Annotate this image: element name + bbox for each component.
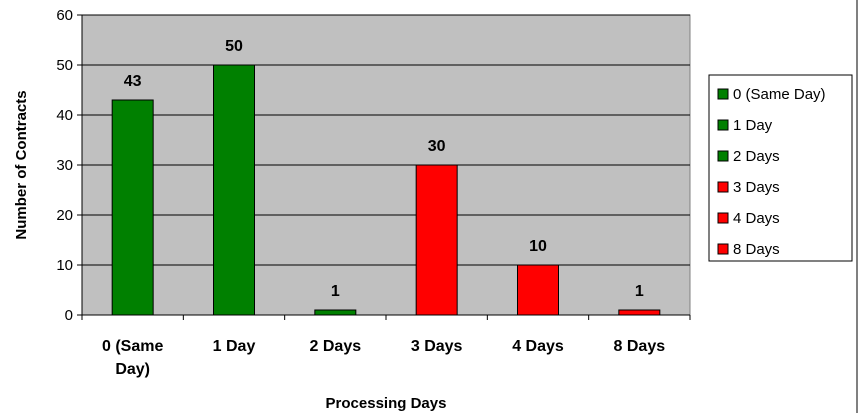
legend-label: 3 Days bbox=[733, 179, 780, 196]
y-tick-label: 30 bbox=[56, 157, 73, 174]
legend-swatch bbox=[717, 88, 729, 100]
y-tick-label: 60 bbox=[56, 7, 73, 24]
x-tick-label: 2 Days bbox=[310, 338, 362, 355]
y-tick-label: 10 bbox=[56, 257, 73, 274]
bar-3 bbox=[415, 164, 458, 316]
legend-swatch bbox=[717, 181, 729, 193]
y-tick-label: 20 bbox=[56, 207, 73, 224]
y-tick-label: 40 bbox=[56, 107, 73, 124]
data-label: 10 bbox=[529, 238, 547, 255]
legend-label: 8 Days bbox=[733, 241, 780, 258]
legend-swatch bbox=[717, 243, 729, 255]
data-label: 43 bbox=[124, 73, 142, 90]
data-label: 50 bbox=[225, 38, 243, 55]
legend-swatch bbox=[717, 150, 729, 162]
legend-label: 4 Days bbox=[733, 210, 780, 227]
bars bbox=[111, 64, 661, 316]
x-axis: 0 (Same Day) 1 Day 2 Days 3 Days 4 Days 8 Days bbox=[81, 315, 691, 378]
legend-label: 0 (Same Day) bbox=[733, 86, 826, 103]
bar-0 bbox=[111, 99, 154, 316]
data-labels: 43 50 1 30 10 1 bbox=[124, 38, 644, 300]
x-tick-label: 0 (Same bbox=[102, 338, 163, 355]
y-tick-label: 50 bbox=[56, 57, 73, 74]
y-axis: 0 10 20 30 40 50 60 bbox=[56, 7, 82, 324]
y-axis-title: Number of Contracts bbox=[13, 90, 30, 239]
x-tick-label: 4 Days bbox=[512, 338, 564, 355]
bar-5 bbox=[618, 309, 661, 316]
legend-label: 1 Day bbox=[733, 117, 773, 134]
bar-4 bbox=[517, 264, 559, 316]
x-axis-title: Processing Days bbox=[326, 395, 447, 412]
data-label: 1 bbox=[331, 283, 340, 300]
grid-lines bbox=[82, 14, 690, 266]
bar-2 bbox=[314, 309, 357, 316]
legend: 0 (Same Day) 1 Day 2 Days 3 Days 4 Days 8 Day… bbox=[708, 74, 853, 262]
x-tick-label: 3 Days bbox=[411, 338, 463, 355]
legend-swatch bbox=[717, 119, 729, 131]
legend-label: 2 Days bbox=[733, 148, 780, 165]
x-tick-label: 8 Days bbox=[614, 338, 666, 355]
data-label: 1 bbox=[635, 283, 644, 300]
x-tick-label: 1 Day bbox=[213, 338, 256, 355]
y-tick-label: 0 bbox=[65, 307, 73, 324]
x-tick-label: Day) bbox=[115, 361, 150, 378]
data-label: 30 bbox=[428, 138, 446, 155]
legend-box bbox=[708, 74, 853, 262]
bar-1 bbox=[213, 64, 255, 316]
legend-swatch bbox=[717, 212, 729, 224]
